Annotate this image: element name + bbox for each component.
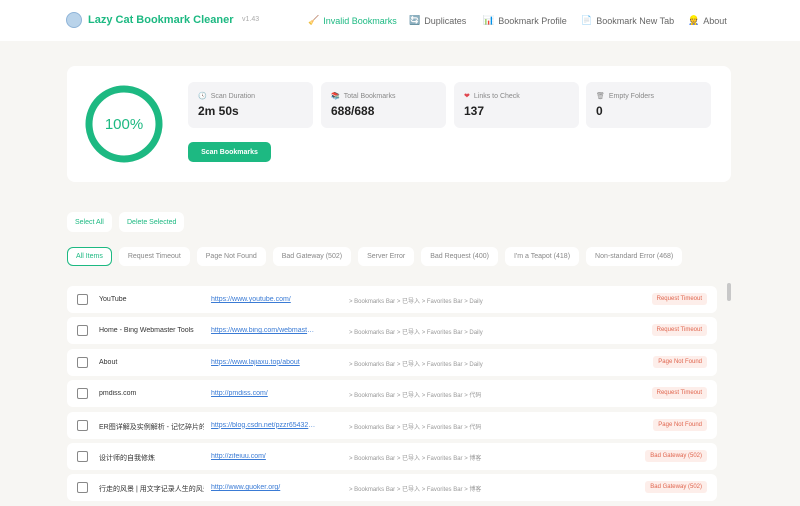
- lazy-cat-logo-icon: [66, 12, 82, 28]
- delete-selected-button[interactable]: Delete Selected: [119, 212, 185, 232]
- nav-duplicates[interactable]: 🔄 Duplicates: [409, 15, 467, 26]
- bookmark-title: ER图详解及实例解析 - 记忆碎片的...: [99, 423, 204, 431]
- row-checkbox[interactable]: [77, 482, 88, 494]
- bookmark-url[interactable]: http://pmdiss.com/: [211, 390, 268, 398]
- status-badge: Bad Gateway (502): [645, 449, 707, 462]
- nav-bookmark-profile[interactable]: 📊 Bookmark Profile: [483, 15, 567, 26]
- bookmark-title: Home - Bing Webmaster Tools: [99, 327, 194, 335]
- scrollbar[interactable]: [727, 283, 731, 301]
- status-badge: Request Timeout: [651, 324, 707, 337]
- header: Lazy Cat Bookmark Cleaner v1.43 🧹 Invalid…: [0, 0, 800, 41]
- stat-links-to-check: ❤ Links to Check 137: [454, 82, 579, 128]
- table-row: Home - Bing Webmaster Tools https://www.b…: [67, 317, 717, 345]
- stat-scan-duration: 🕓 Scan Duration 2m 50s: [188, 82, 313, 128]
- refresh-icon: 🔄: [409, 15, 421, 25]
- bookmark-list: YouTube https://www.youtube.com/ > Bookmar…: [67, 286, 717, 506]
- nav-invalid-bookmarks[interactable]: 🧹 Invalid Bookmarks: [308, 15, 397, 26]
- bookmark-title: YouTube: [99, 296, 127, 303]
- row-checkbox[interactable]: [77, 419, 88, 431]
- filter-chip[interactable]: Bad Request (400): [421, 247, 498, 266]
- filter-chip[interactable]: Page Not Found: [196, 247, 266, 266]
- person-icon: 👷: [688, 15, 700, 25]
- bookmark-url[interactable]: https://blog.csdn.net/pzzr654321...: [211, 421, 317, 429]
- bookmark-url[interactable]: http://www.guoker.org/: [211, 484, 281, 492]
- table-row: ER图详解及实例解析 - 记忆碎片的... https://blog.csdn.n…: [67, 411, 717, 439]
- bookmark-title: 行走的风景 | 用文字记录人生的风景: [99, 486, 204, 494]
- bar-chart-icon: 📊: [483, 15, 495, 25]
- bookmark-path: > Bookmarks Bar > 已导入 > Favorites Bar > …: [349, 393, 482, 400]
- status-badge: Request Timeout: [651, 387, 707, 400]
- status-badge: Bad Gateway (502): [645, 481, 707, 494]
- bookmark-path: > Bookmarks Bar > 已导入 > Favorites Bar > …: [349, 330, 483, 337]
- table-row: pmdiss.com http://pmdiss.com/ > Bookmarks …: [67, 380, 717, 408]
- row-checkbox[interactable]: [77, 325, 88, 337]
- bookmark-path: > Bookmarks Bar > 已导入 > Favorites Bar > …: [349, 299, 483, 305]
- broom-icon: 🧹: [308, 15, 320, 25]
- filter-chip[interactable]: I'm a Teapot (418): [504, 247, 580, 266]
- row-checkbox[interactable]: [77, 356, 88, 368]
- bookmark-url[interactable]: http://zifeiuu.com/: [211, 452, 266, 460]
- table-row: 设计师的自我修炼 http://zifeiuu.com/ > Bookmarks B…: [67, 442, 717, 470]
- progress-ring: 100%: [85, 85, 163, 163]
- heart-icon: ❤: [464, 93, 470, 100]
- table-row: 行走的风景 | 用文字记录人生的风景 http://www.guoker.org/…: [67, 474, 717, 502]
- stat-empty-folders: 🗑 Empty Folders 0: [586, 82, 711, 128]
- clock-icon: 🕓: [198, 93, 207, 100]
- bookmark-url[interactable]: https://www.bing.com/webmaster...: [211, 327, 317, 335]
- progress-label: 100%: [105, 116, 143, 133]
- table-row: About https://www.lajiaxu.top/about > Book…: [67, 348, 717, 376]
- filter-chip[interactable]: Server Error: [358, 247, 415, 266]
- stat-total-bookmarks: 📚 Total Bookmarks 688/688: [321, 82, 446, 128]
- bookmark-path: > Bookmarks Bar > 已导入 > Favorites Bar > …: [349, 361, 483, 368]
- row-checkbox[interactable]: [77, 450, 88, 462]
- document-icon: 📄: [581, 15, 593, 25]
- nav-about[interactable]: 👷 About: [688, 15, 727, 26]
- nav-bookmark-new-tab[interactable]: 📄 Bookmark New Tab: [581, 15, 675, 26]
- scan-bookmarks-button[interactable]: Scan Bookmarks: [188, 142, 271, 162]
- status-badge: Request Timeout: [651, 293, 707, 305]
- bookmark-url[interactable]: https://www.lajiaxu.top/about: [211, 358, 300, 366]
- select-all-button[interactable]: Select All: [67, 212, 112, 232]
- bookmark-title: 设计师的自我修炼: [99, 454, 155, 462]
- status-badge: Page Not Found: [653, 355, 707, 368]
- filter-chip[interactable]: Request Timeout: [118, 247, 190, 266]
- bookmark-title: pmdiss.com: [99, 390, 137, 398]
- bookmark-path: > Bookmarks Bar > 已导入 > Favorites Bar > …: [349, 487, 482, 494]
- filter-chip[interactable]: Bad Gateway (502): [272, 247, 352, 266]
- bookmark-path: > Bookmarks Bar > 已导入 > Favorites Bar > …: [349, 424, 482, 431]
- version-label: v1.43: [242, 16, 260, 23]
- filter-chip[interactable]: All Items: [67, 247, 112, 266]
- row-checkbox[interactable]: [77, 388, 88, 400]
- bookmark-url[interactable]: https://www.youtube.com/: [211, 296, 291, 303]
- bookmark-path: > Bookmarks Bar > 已导入 > Favorites Bar > …: [349, 455, 482, 462]
- table-row: YouTube https://www.youtube.com/ > Bookmar…: [67, 286, 717, 313]
- books-icon: 📚: [331, 93, 340, 100]
- filter-chips: All Items Request Timeout Page Not Found Ba…: [67, 247, 683, 266]
- filter-chip[interactable]: Non-standard Error (468): [586, 247, 683, 266]
- row-checkbox[interactable]: [77, 294, 88, 305]
- app-title: Lazy Cat Bookmark Cleaner: [88, 14, 234, 26]
- bookmark-title: About: [99, 358, 118, 366]
- status-badge: Page Not Found: [653, 418, 707, 431]
- trash-icon: 🗑: [596, 93, 605, 100]
